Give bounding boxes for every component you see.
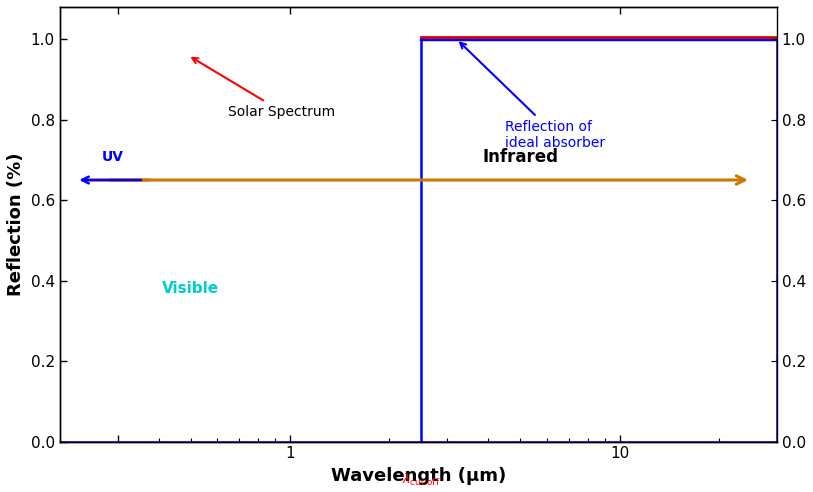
Text: Solar Spectrum: Solar Spectrum: [193, 58, 336, 119]
Text: UV: UV: [102, 150, 124, 164]
Text: Infrared: Infrared: [482, 148, 559, 166]
Text: Reflection of
ideal absorber: Reflection of ideal absorber: [460, 43, 606, 150]
Text: $\lambda_{\rm cut\ off}$: $\lambda_{\rm cut\ off}$: [402, 472, 441, 488]
Text: Visible: Visible: [163, 281, 220, 296]
Y-axis label: Reflection (%): Reflection (%): [7, 153, 25, 296]
X-axis label: Wavelength (μm): Wavelength (μm): [331, 467, 506, 485]
